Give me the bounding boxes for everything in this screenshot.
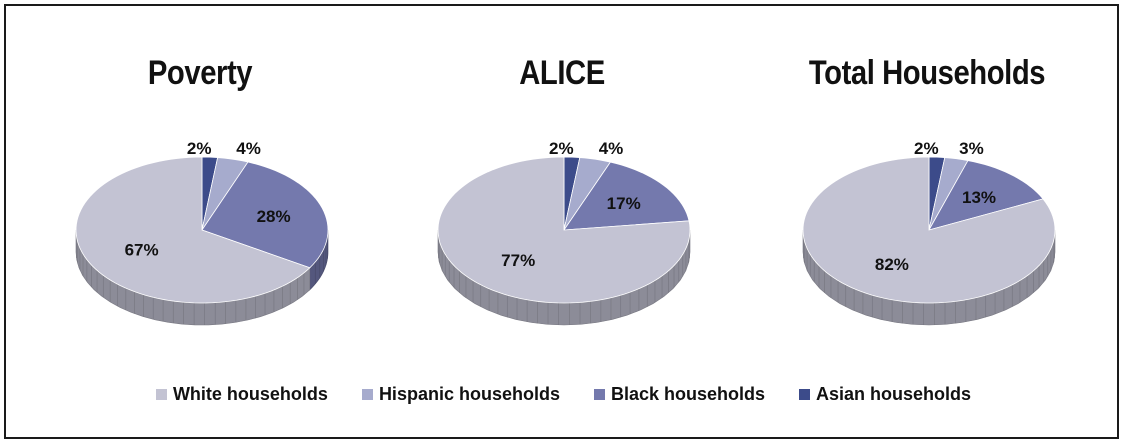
chart-title: Total Households [808,54,1046,92]
legend-label: Black households [610,384,766,404]
data-label-black: 28% [257,207,291,226]
legend: White households Hispanic households Bla… [6,384,1121,405]
pie-slice-hispanic [563,157,612,231]
legend-item-hispanic: Hispanic households [361,384,560,405]
pie-svg: 2% 4% 28% 67% [75,139,329,326]
legend-item-asian: Asian households [799,384,971,405]
legend-swatch [155,389,167,400]
legend-label: Hispanic households [378,384,560,404]
data-label-black: 13% [962,188,996,207]
pie-svg: 2% 4% 17% 77% [437,139,691,326]
data-label-asian: 2% [187,139,212,158]
data-label-white: 77% [501,251,535,270]
legend-label: Asian households [816,384,972,404]
pie-slice-white [437,156,691,304]
pie-chart-alice: ALICE 2% 4% 17% 77% [412,6,712,346]
pie-slice-black [928,160,1044,231]
pie-slice-white [802,156,1056,304]
data-label-asian: 2% [914,139,939,158]
pie-slice-hispanic [201,157,249,231]
data-label-hispanic: 4% [236,139,261,158]
pie-slice-black [563,161,690,231]
data-label-white: 67% [125,241,159,260]
legend-label: White households [172,384,328,404]
data-label-hispanic: 4% [599,139,624,158]
pie-side-walls [75,229,329,326]
legend-item-white: White households [155,384,328,405]
data-label-black: 17% [607,194,641,213]
legend-swatch [799,389,811,400]
pie-chart-poverty: Poverty 2% 4% 28% 67% [50,6,350,346]
pie-chart-total-households: Total Households 2% 3% 13% 82% [777,6,1077,346]
chart-title: Poverty [147,54,253,92]
pie-slice-white [75,156,311,304]
data-label-white: 82% [875,255,909,274]
legend-item-black: Black households [593,384,766,405]
chart-frame: Poverty 2% 4% 28% 67% ALICE 2% 4% 17% 77% Tota… [4,4,1119,439]
data-label-asian: 2% [549,139,574,158]
chart-title: ALICE [519,54,605,92]
legend-swatch [593,389,605,400]
pie-slice-black [201,161,329,269]
legend-swatch [361,389,373,400]
pie-side-walls [802,229,1056,326]
data-label-hispanic: 3% [959,139,984,158]
pie-svg: 2% 3% 13% 82% [802,139,1056,326]
